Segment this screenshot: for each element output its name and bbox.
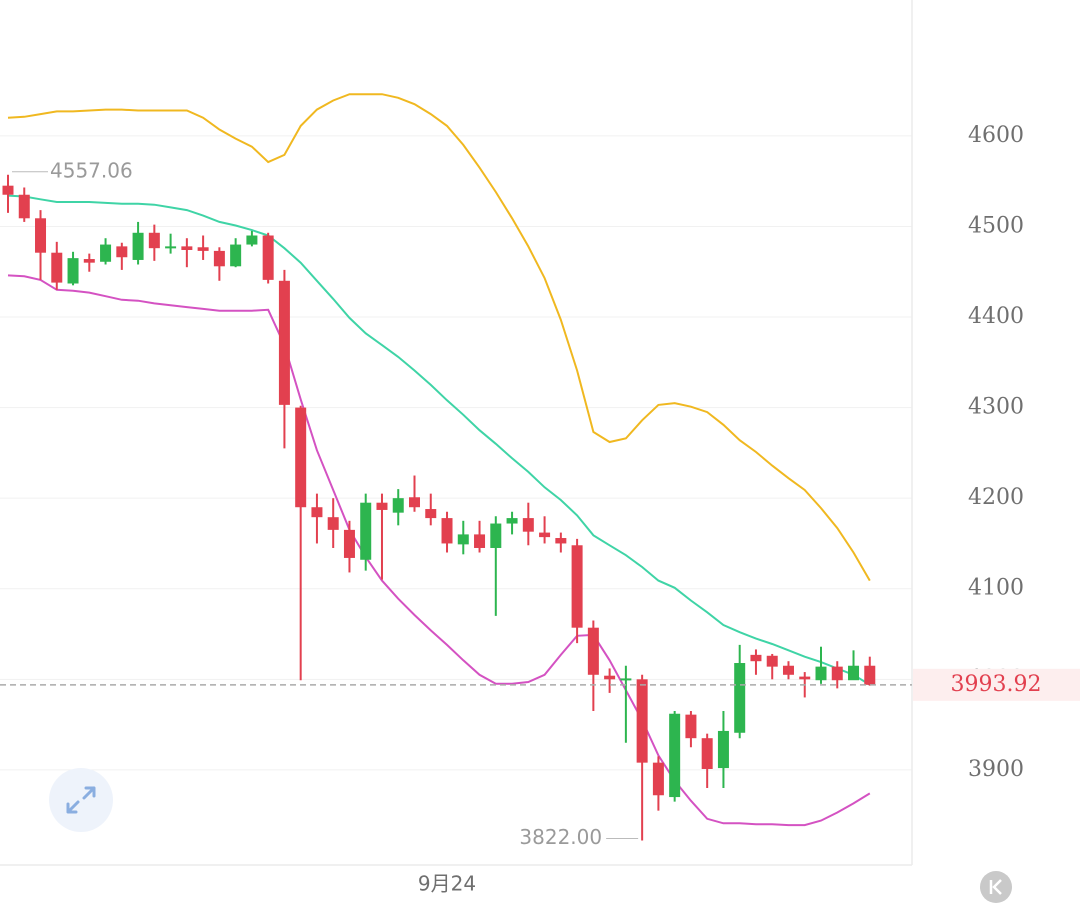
candle-body — [100, 244, 112, 262]
candle-body — [327, 517, 339, 530]
candle-body — [181, 246, 193, 250]
candle-body — [295, 407, 307, 508]
candle-body — [782, 665, 794, 675]
candle-body — [441, 518, 453, 544]
candle-body — [197, 247, 209, 251]
candle-body — [799, 676, 811, 680]
latest-icon — [989, 879, 1002, 895]
candle-body — [831, 666, 843, 681]
back-to-latest-button[interactable] — [980, 871, 1012, 903]
candle-body — [734, 663, 746, 733]
expand-circle — [49, 768, 113, 832]
y-tick-label: 4300 — [968, 395, 1024, 420]
candle-body — [539, 532, 551, 538]
candle-body — [425, 509, 437, 519]
candle-body — [165, 246, 177, 249]
candle-body — [213, 250, 225, 267]
high-label: 4557.06 — [50, 158, 133, 182]
candle-body — [278, 280, 290, 405]
last-price-box — [913, 668, 1080, 701]
last-price-label: 3993.92 — [951, 672, 1042, 697]
candle-body — [490, 523, 502, 548]
y-tick-label: 4200 — [968, 485, 1024, 510]
latest-circle — [980, 871, 1012, 903]
y-tick-label: 3900 — [968, 757, 1024, 782]
candle-body — [571, 545, 583, 628]
expand-icon — [66, 786, 96, 814]
candle-body — [83, 259, 95, 263]
band-line — [7, 194, 871, 686]
candle-body — [701, 738, 713, 769]
y-tick-label: 4600 — [968, 123, 1024, 148]
candle-body — [636, 679, 648, 763]
candle-body — [376, 502, 388, 510]
candle-body — [116, 246, 128, 258]
candle-body — [766, 655, 778, 667]
candle-body — [652, 762, 664, 796]
candle-body — [409, 497, 420, 508]
candle-body — [51, 252, 63, 283]
candle-body — [717, 730, 729, 769]
candle-body — [522, 518, 534, 532]
candle-body — [35, 218, 47, 253]
candle-body — [620, 678, 632, 681]
candle-body — [67, 258, 79, 284]
candle-body — [262, 235, 274, 280]
candle-body — [132, 232, 144, 260]
candle-body — [815, 666, 827, 681]
candle-body — [246, 235, 258, 245]
candle-body — [750, 654, 762, 662]
candle-body — [2, 185, 14, 195]
candle-body — [457, 534, 469, 545]
candle-body — [669, 713, 681, 798]
candle-body — [506, 518, 518, 524]
candle-body — [685, 714, 697, 739]
candle-body — [555, 538, 567, 544]
candle-body — [343, 529, 355, 558]
band-line — [7, 93, 871, 582]
candle-body — [848, 665, 860, 681]
y-tick-label: 4500 — [968, 213, 1024, 238]
candle-body — [864, 665, 876, 685]
low-label: 3822.00 — [519, 825, 602, 849]
candle-body — [18, 194, 30, 219]
band-line — [7, 274, 871, 827]
x-tick-label: 9月24 — [418, 872, 476, 896]
candle-body — [474, 534, 486, 548]
candle-body — [311, 507, 323, 518]
candle-body — [148, 232, 160, 249]
y-tick-label: 4100 — [968, 576, 1024, 601]
candle-body — [587, 627, 599, 675]
candle-body — [360, 502, 372, 560]
candle-body — [604, 675, 616, 680]
candle-body — [392, 498, 404, 513]
expand-button[interactable] — [49, 768, 113, 832]
y-tick-label: 4400 — [968, 304, 1024, 329]
candle-body — [230, 244, 242, 267]
